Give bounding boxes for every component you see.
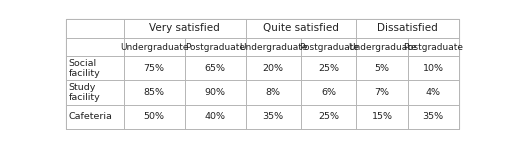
- Text: Undergraduate: Undergraduate: [120, 42, 188, 52]
- Text: 40%: 40%: [205, 112, 226, 121]
- Text: 5%: 5%: [375, 64, 390, 73]
- Bar: [123, 80, 184, 105]
- Bar: [408, 80, 459, 105]
- Text: 10%: 10%: [423, 64, 444, 73]
- Text: 15%: 15%: [372, 112, 393, 121]
- Bar: [246, 19, 356, 38]
- Bar: [66, 19, 123, 38]
- Bar: [246, 105, 301, 129]
- Bar: [301, 80, 356, 105]
- Bar: [184, 38, 246, 56]
- Text: Quite satisfied: Quite satisfied: [263, 23, 339, 33]
- Text: 25%: 25%: [318, 64, 339, 73]
- Text: 35%: 35%: [423, 112, 444, 121]
- Text: 65%: 65%: [205, 64, 226, 73]
- Bar: [356, 19, 459, 38]
- Text: 75%: 75%: [143, 64, 164, 73]
- Bar: [301, 105, 356, 129]
- Bar: [184, 105, 246, 129]
- Text: Very satisfied: Very satisfied: [149, 23, 220, 33]
- Text: Dissatisfied: Dissatisfied: [377, 23, 438, 33]
- Text: Study
facility: Study facility: [69, 83, 100, 102]
- Text: Undergraduate: Undergraduate: [239, 42, 308, 52]
- Text: Cafeteria: Cafeteria: [69, 112, 112, 121]
- Text: Social
facility: Social facility: [69, 59, 100, 78]
- Bar: [123, 105, 184, 129]
- Bar: [66, 105, 123, 129]
- Text: 90%: 90%: [205, 88, 226, 97]
- Bar: [66, 56, 123, 80]
- Text: 50%: 50%: [143, 112, 164, 121]
- Bar: [184, 80, 246, 105]
- Bar: [408, 38, 459, 56]
- Text: 25%: 25%: [318, 112, 339, 121]
- Text: 20%: 20%: [263, 64, 284, 73]
- Bar: [356, 38, 408, 56]
- Bar: [123, 19, 246, 38]
- Bar: [246, 38, 301, 56]
- Bar: [246, 80, 301, 105]
- Text: 4%: 4%: [425, 88, 441, 97]
- Text: Undergraduate: Undergraduate: [348, 42, 416, 52]
- Bar: [301, 56, 356, 80]
- Text: 7%: 7%: [375, 88, 390, 97]
- Bar: [123, 38, 184, 56]
- Bar: [356, 80, 408, 105]
- Text: Postgraduate: Postgraduate: [403, 42, 463, 52]
- Bar: [408, 56, 459, 80]
- Bar: [301, 38, 356, 56]
- Text: 6%: 6%: [321, 88, 336, 97]
- Text: 8%: 8%: [266, 88, 281, 97]
- Bar: [356, 56, 408, 80]
- Bar: [66, 38, 123, 56]
- Text: Postgraduate: Postgraduate: [185, 42, 245, 52]
- Bar: [356, 105, 408, 129]
- Bar: [408, 105, 459, 129]
- Text: 85%: 85%: [143, 88, 164, 97]
- Bar: [246, 56, 301, 80]
- Text: Postgraduate: Postgraduate: [298, 42, 359, 52]
- Bar: [184, 56, 246, 80]
- Bar: [66, 80, 123, 105]
- Bar: [123, 56, 184, 80]
- Text: 35%: 35%: [263, 112, 284, 121]
